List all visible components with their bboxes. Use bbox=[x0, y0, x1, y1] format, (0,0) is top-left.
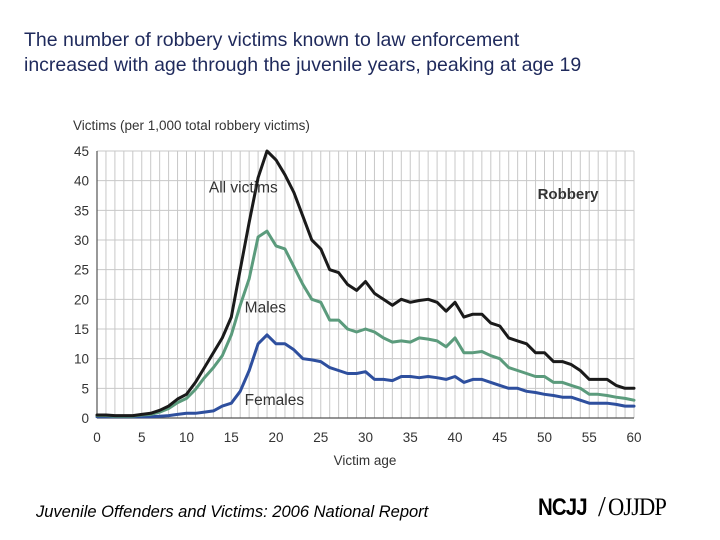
series-line-females bbox=[95, 333, 636, 419]
y-tick-label: 45 bbox=[74, 144, 89, 159]
report-title: Juvenile Offenders and Victims: 2006 Nat… bbox=[36, 503, 429, 521]
x-axis-label: Victim age bbox=[334, 453, 397, 468]
series-label: All victims bbox=[209, 180, 278, 197]
x-tick-label: 60 bbox=[626, 430, 641, 445]
series-line-all-victims bbox=[95, 149, 636, 418]
y-axis-label: Victims (per 1,000 total robbery victims… bbox=[73, 118, 310, 133]
series-annotations: All victims Males Females bbox=[209, 180, 304, 409]
x-tick-label: 25 bbox=[313, 430, 328, 445]
chart-title: Robbery bbox=[538, 186, 600, 203]
x-tick-label: 15 bbox=[224, 430, 239, 445]
y-tick-label: 30 bbox=[74, 233, 89, 248]
y-tick-label: 40 bbox=[74, 174, 89, 189]
x-tick-label: 20 bbox=[268, 430, 283, 445]
y-tick-label: 25 bbox=[74, 263, 89, 278]
ncjj-ojjdp-logo: NCJJ / OJJDP bbox=[538, 492, 672, 524]
y-tick-labels: 0 5 10 15 20 25 30 35 40 45 bbox=[74, 144, 89, 426]
x-tick-label: 10 bbox=[179, 430, 194, 445]
x-tick-labels: 0 5 10 15 20 25 30 35 40 45 50 55 60 bbox=[93, 430, 641, 445]
series-lines bbox=[95, 149, 636, 419]
headline-line-1: The number of robbery victims known to l… bbox=[24, 29, 520, 51]
axes bbox=[96, 151, 634, 419]
x-tick-label: 55 bbox=[582, 430, 597, 445]
x-tick-label: 40 bbox=[447, 430, 462, 445]
y-tick-label: 15 bbox=[74, 322, 89, 337]
x-tick-label: 30 bbox=[358, 430, 373, 445]
y-tick-label: 35 bbox=[74, 203, 89, 218]
y-tick-label: 10 bbox=[74, 352, 89, 367]
logo-separator: / bbox=[598, 492, 606, 523]
series-label: Females bbox=[245, 392, 305, 409]
x-tick-label: 0 bbox=[93, 430, 101, 445]
x-tick-label: 35 bbox=[403, 430, 418, 445]
x-tick-label: 45 bbox=[492, 430, 507, 445]
x-tick-label: 50 bbox=[537, 430, 552, 445]
series-line-males bbox=[95, 229, 636, 418]
y-tick-label: 20 bbox=[74, 292, 89, 307]
x-tick-label: 5 bbox=[138, 430, 146, 445]
ojjdp-logo: OJJDP bbox=[607, 494, 667, 521]
y-tick-label: 5 bbox=[81, 381, 89, 396]
ncjj-logo: NCJJ bbox=[538, 494, 588, 521]
y-tick-label: 0 bbox=[81, 411, 89, 426]
series-label: Males bbox=[245, 299, 287, 316]
headline-line-2: increased with age through the juvenile … bbox=[24, 54, 582, 76]
vertical-gridlines bbox=[96, 151, 635, 418]
headline: The number of robbery victims known to l… bbox=[24, 28, 714, 78]
